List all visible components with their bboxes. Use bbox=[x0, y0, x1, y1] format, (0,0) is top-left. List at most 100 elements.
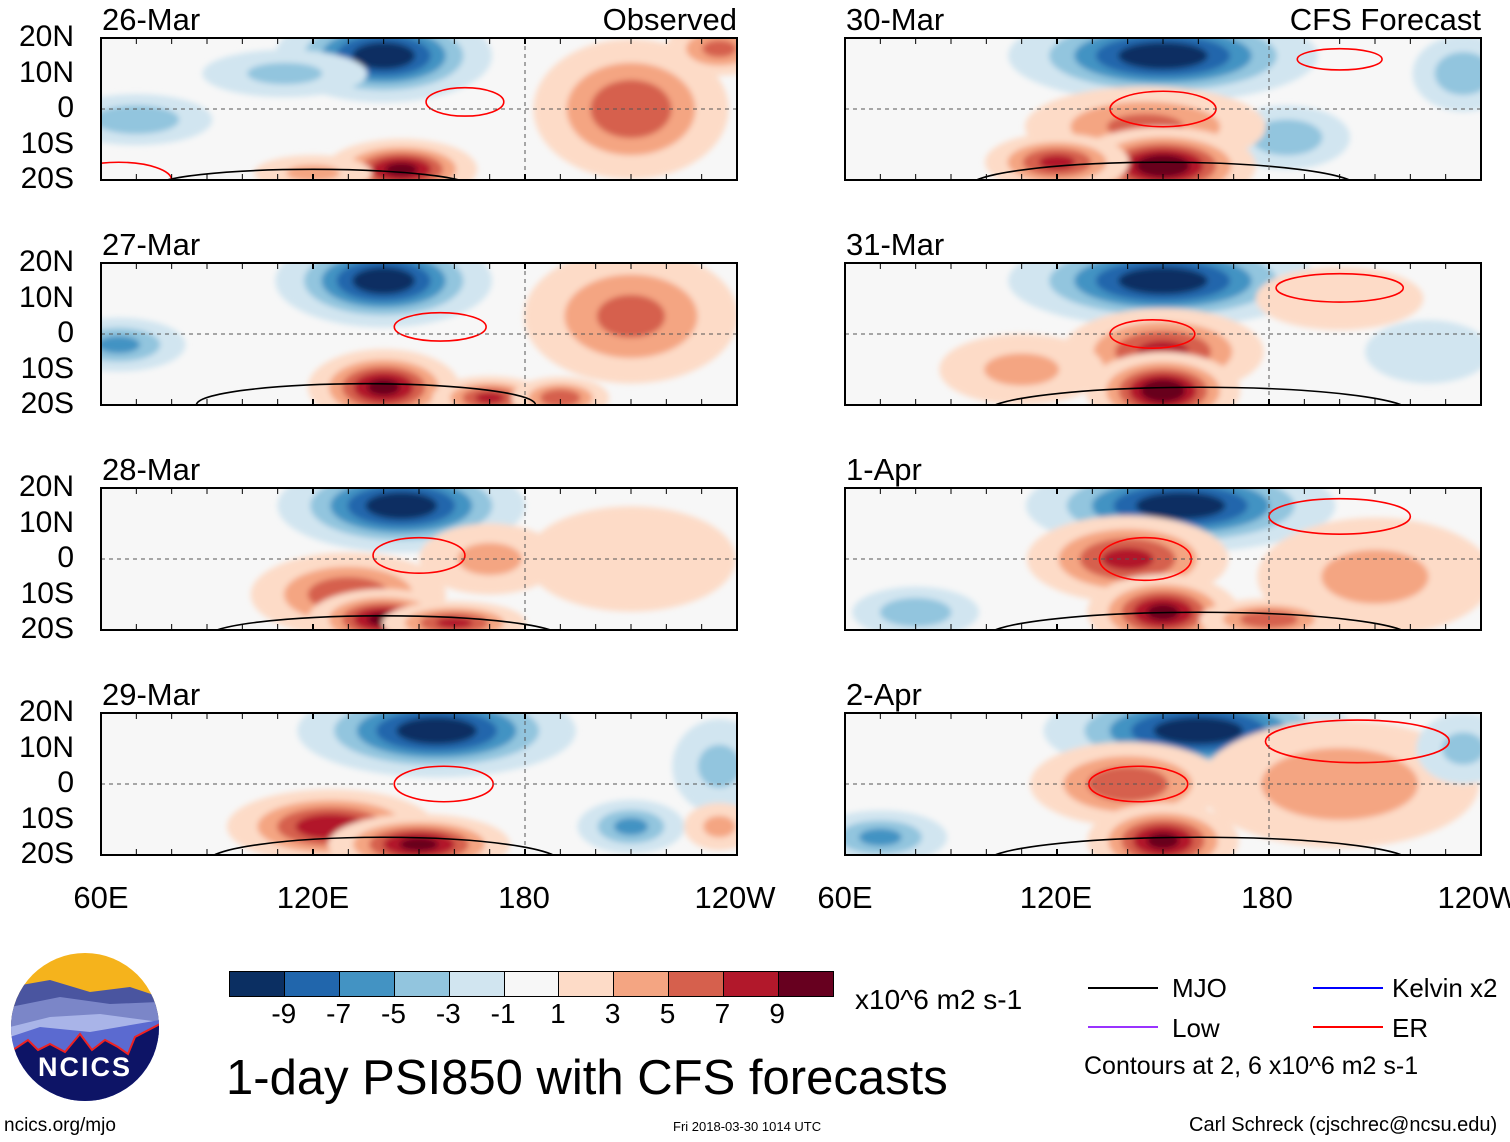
lon-label: 120W bbox=[694, 880, 776, 915]
anomaly-contour-fill bbox=[697, 744, 737, 788]
anomaly-contour-fill bbox=[596, 294, 666, 338]
panel-date: 29-Mar bbox=[102, 677, 201, 712]
anomaly-contour-fill bbox=[703, 815, 736, 838]
colorbar-label: -1 bbox=[490, 998, 516, 1029]
anomaly-contour-fill bbox=[1261, 748, 1419, 820]
legend-kelvin-line bbox=[1313, 987, 1383, 989]
lat-label: 20N bbox=[18, 695, 74, 728]
lat-label: 0 bbox=[57, 541, 74, 574]
lat-label: 0 bbox=[57, 91, 74, 124]
er-contour bbox=[1264, 719, 1450, 764]
anomaly-contour-fill bbox=[1434, 51, 1481, 96]
lon-label: 120E bbox=[1019, 880, 1093, 915]
colorbar-swatch bbox=[503, 972, 559, 996]
colorbar-label: 5 bbox=[659, 998, 676, 1029]
lat-label: 20N bbox=[18, 245, 74, 278]
anomaly-contour-fill bbox=[367, 379, 400, 396]
lat-label: 10S bbox=[20, 801, 74, 835]
lat-label: 10N bbox=[18, 505, 74, 539]
panel-date: 31-Mar bbox=[846, 227, 945, 262]
contour-note: Contours at 2, 6 x10^6 m2 s-1 bbox=[1084, 1052, 1419, 1080]
anomaly-contour-fill bbox=[457, 542, 522, 576]
colorbar-label: 7 bbox=[714, 998, 731, 1029]
website-link[interactable]: ncics.org/mjo bbox=[4, 1115, 116, 1136]
author-credit: Carl Schreck (cjschrec@ncsu.edu) bbox=[1189, 1114, 1498, 1136]
ncics-logo: NCICS bbox=[11, 953, 159, 1101]
colorbar-swatch bbox=[558, 972, 614, 996]
lat-label: 20S bbox=[20, 837, 74, 870]
colorbar-label: -9 bbox=[271, 998, 297, 1029]
panel-column-label: Observed bbox=[602, 2, 737, 37]
anomaly-contour-fill bbox=[1140, 379, 1186, 403]
colorbar-label: -3 bbox=[435, 998, 461, 1029]
colorbar bbox=[229, 971, 834, 997]
logo-text: NCICS bbox=[38, 1052, 132, 1082]
mjo-contour bbox=[164, 168, 462, 180]
anomaly-contour-fill bbox=[1255, 266, 1424, 331]
mjo-contour bbox=[212, 836, 555, 855]
colorbar-swatch bbox=[778, 972, 833, 996]
lat-label: 10N bbox=[18, 280, 74, 314]
lat-label: 10N bbox=[18, 55, 74, 89]
er-contour bbox=[1268, 497, 1412, 535]
map-panel-31-Mar bbox=[844, 262, 1482, 406]
mjo-contour bbox=[993, 836, 1404, 855]
anomaly-contour-fill bbox=[1365, 320, 1481, 384]
colorbar-label: -5 bbox=[381, 998, 406, 1029]
panel-date: 28-Mar bbox=[102, 452, 201, 487]
mjo-contour bbox=[974, 161, 1352, 180]
panel-date: 30-Mar bbox=[846, 2, 945, 37]
er-contour bbox=[1296, 47, 1383, 71]
legend-mjo-line bbox=[1088, 987, 1158, 989]
map-panel-26-Mar bbox=[100, 37, 738, 181]
anomaly-contour-fill bbox=[436, 617, 473, 629]
anomaly-contour-fill bbox=[247, 62, 323, 85]
mjo-contour bbox=[993, 386, 1404, 405]
anomaly-contour-fill bbox=[1135, 492, 1226, 520]
anomaly-contour-fill bbox=[396, 717, 477, 745]
figure-title: 1-day PSI850 with CFS forecasts bbox=[226, 1051, 948, 1105]
legend-kelvin-label: Kelvin x2 bbox=[1392, 973, 1498, 1003]
anomaly-contour-fill bbox=[858, 828, 902, 846]
lon-label: 180 bbox=[1241, 880, 1293, 915]
colorbar-label: 1 bbox=[550, 998, 566, 1029]
lat-label: 10S bbox=[20, 126, 74, 160]
lat-label: 20S bbox=[20, 387, 74, 420]
map-panel-1-Apr bbox=[844, 487, 1482, 631]
colorbar-label: 3 bbox=[604, 998, 621, 1029]
colorbar-swatch bbox=[338, 972, 394, 996]
anomaly-contour-fill bbox=[1136, 154, 1190, 178]
er-contour bbox=[372, 536, 466, 574]
units-label: x10^6 m2 s-1 bbox=[855, 984, 1023, 1015]
legend-er-label: ER bbox=[1392, 1013, 1429, 1043]
anomaly-contour-fill bbox=[352, 267, 416, 295]
anomaly-contour-fill bbox=[475, 392, 505, 404]
anomaly-contour-fill bbox=[1153, 717, 1244, 745]
mjo-contour bbox=[214, 615, 553, 630]
panel-date: 2-Apr bbox=[846, 677, 922, 712]
legend-er-line bbox=[1313, 1026, 1383, 1028]
lon-label: 120E bbox=[276, 880, 350, 915]
er-contour bbox=[101, 161, 173, 180]
legend-low-line bbox=[1088, 1026, 1158, 1028]
legend-low-label: Low bbox=[1172, 1013, 1220, 1043]
map-panel-29-Mar bbox=[100, 712, 738, 856]
anomaly-contour-fill bbox=[399, 837, 439, 851]
timestamp: Fri 2018-03-30 1014 UTC bbox=[673, 1119, 822, 1134]
colorbar-swatch bbox=[283, 972, 339, 996]
anomaly-contour-fill bbox=[1118, 42, 1208, 70]
panel-date: 27-Mar bbox=[102, 227, 201, 262]
anomaly-contour-fill bbox=[702, 40, 737, 58]
map-panel-2-Apr bbox=[844, 712, 1482, 856]
lat-label: 0 bbox=[57, 316, 74, 349]
lon-label: 60E bbox=[817, 880, 873, 915]
colorbar-swatch bbox=[448, 972, 504, 996]
panel-column-label: CFS Forecast bbox=[1289, 2, 1481, 37]
anomaly-contour-fill bbox=[1441, 732, 1481, 765]
lat-label: 10S bbox=[20, 351, 74, 385]
anomaly-contour-fill bbox=[1321, 549, 1429, 604]
map-panel-28-Mar bbox=[100, 487, 738, 631]
lat-label: 0 bbox=[57, 766, 74, 799]
anomaly-contour-fill bbox=[352, 42, 416, 70]
anomaly-contour-fill bbox=[365, 492, 438, 520]
